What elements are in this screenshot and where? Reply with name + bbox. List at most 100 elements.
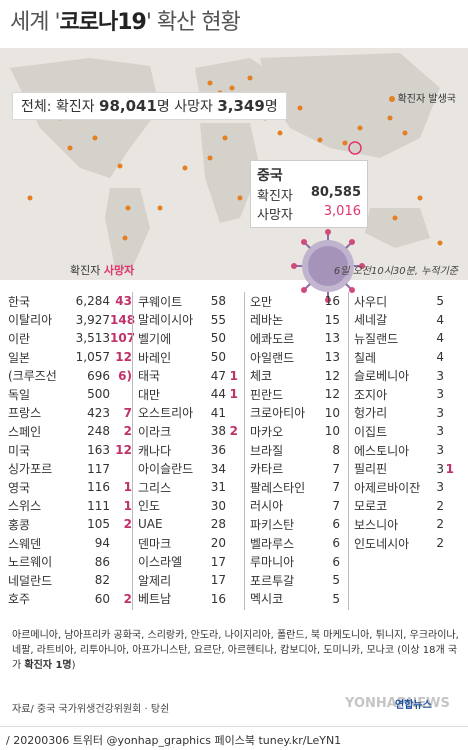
death-count: 12 bbox=[115, 350, 132, 365]
country-name: 아제르바이잔 bbox=[354, 480, 421, 495]
confirmed-count: 2 bbox=[436, 498, 444, 513]
confirmed-count: 50 bbox=[210, 350, 226, 365]
table-row: 레바논 15 bbox=[250, 311, 340, 330]
table-row: 바레인 50 bbox=[138, 348, 238, 367]
table-row: 오스트리아 41 bbox=[138, 404, 238, 423]
table-row: 에콰도르 13 bbox=[250, 329, 340, 348]
confirmed-count: 10 bbox=[324, 424, 340, 439]
confirmed-count: 20 bbox=[210, 536, 226, 551]
confirmed-count: 58 bbox=[210, 294, 226, 309]
table-row: 루마니아 6 bbox=[250, 552, 340, 571]
death-count: 1 bbox=[229, 368, 238, 383]
confirmed-count: 6,284 bbox=[75, 294, 110, 309]
confirmed-count: 8 bbox=[332, 443, 340, 458]
confirmed-count: 15 bbox=[324, 312, 340, 327]
confirmed-count: 7 bbox=[332, 461, 340, 476]
confirmed-count: 5 bbox=[332, 591, 340, 606]
confirmed-count: 34 bbox=[210, 461, 226, 476]
table-row: 쿠웨이트 58 bbox=[138, 292, 238, 311]
country-name: 일본 bbox=[8, 350, 31, 365]
country-name: 스페인 bbox=[8, 424, 42, 439]
country-name: 보스니아 bbox=[354, 517, 399, 532]
country-name: 쿠웨이트 bbox=[138, 294, 183, 309]
virus-icon bbox=[291, 229, 365, 303]
confirmed-count: 38 bbox=[210, 424, 226, 439]
yonhap-logo: 연합뉴스 bbox=[395, 700, 432, 711]
country-name: 미국 bbox=[8, 443, 31, 458]
table-row: 파키스탄 6 bbox=[250, 515, 340, 534]
confirmed-count: 10 bbox=[324, 405, 340, 420]
confirmed-count: 105 bbox=[87, 517, 110, 532]
country-name: 스위스 bbox=[8, 499, 42, 514]
country-name: 칠레 bbox=[354, 350, 377, 365]
country-name: 오만 bbox=[250, 294, 273, 309]
confirmed-count: 13 bbox=[324, 350, 340, 365]
total-deaths: 3,349 bbox=[217, 97, 265, 115]
table-row: 헝가리 3 bbox=[354, 404, 454, 423]
table-row: 러시아 7 bbox=[250, 497, 340, 516]
death-count: 107 bbox=[110, 331, 136, 346]
confirmed-count: 17 bbox=[210, 554, 226, 569]
others-note: 아르메니아, 남아프리카 공화국, 스리랑카, 안도라, 나이지리아, 폴란드,… bbox=[12, 630, 459, 671]
country-name: 캐나다 bbox=[138, 443, 172, 458]
country-name: 네덜란드 bbox=[8, 573, 53, 588]
table-legend: 확진자 사망자 bbox=[70, 264, 135, 277]
confirmed-count: 5 bbox=[436, 294, 444, 309]
country-name: 바레인 bbox=[138, 350, 172, 365]
confirmed-count: 248 bbox=[87, 424, 110, 439]
confirmed-count: 111 bbox=[87, 498, 110, 513]
table-row: UAE 28 bbox=[138, 515, 238, 534]
confirmed-count: 2 bbox=[436, 517, 444, 532]
total-summary: 전체: 확진자 98,041명 사망자 3,349명 bbox=[12, 92, 287, 120]
table-row: 슬로베니아 3 bbox=[354, 366, 454, 385]
country-name: 그리스 bbox=[138, 480, 172, 495]
table-row: 포르투갈 5 bbox=[250, 571, 340, 590]
table-row: 알제리 17 bbox=[138, 571, 238, 590]
confirmed-count: 16 bbox=[324, 294, 340, 309]
confirmed-count: 3 bbox=[436, 461, 444, 476]
table-row: 덴마크 20 bbox=[138, 534, 238, 553]
country-name: 세네갈 bbox=[354, 313, 388, 328]
table-row: 노르웨이 86 bbox=[8, 552, 132, 571]
table-row: 스페인 248 2 bbox=[8, 422, 132, 441]
country-name: 러시아 bbox=[250, 499, 284, 514]
table-row: 이집트 3 bbox=[354, 422, 454, 441]
table-row: 베트남 16 bbox=[138, 590, 238, 609]
confirmed-count: 3,513 bbox=[75, 331, 110, 346]
table-row: 이스라엘 17 bbox=[138, 552, 238, 571]
table-row: 세네갈 4 bbox=[354, 311, 454, 330]
timestamp: 6일 오전10시30분, 누적기준 bbox=[333, 266, 458, 277]
country-name: 베트남 bbox=[138, 592, 172, 607]
column-divider bbox=[132, 292, 133, 610]
table-row: 팔레스타인 7 bbox=[250, 478, 340, 497]
country-name: 스웨덴 bbox=[8, 536, 42, 551]
death-count: 1 bbox=[123, 480, 132, 495]
confirmed-count: 60 bbox=[94, 591, 110, 606]
table-row: 이란 3,513 107 bbox=[8, 329, 136, 348]
table-row: 뉴질랜드 4 bbox=[354, 329, 454, 348]
country-name: 이라크 bbox=[138, 424, 172, 439]
table-row: 태국 47 1 bbox=[138, 366, 238, 385]
confirmed-count: 163 bbox=[87, 443, 110, 458]
header: 세계 '코로나19' 확산 현황 bbox=[0, 0, 468, 48]
death-count: 7 bbox=[123, 405, 132, 420]
country-name: 필리핀 bbox=[354, 462, 388, 477]
confirmed-count: 3 bbox=[436, 443, 444, 458]
china-callout: 중국 확진자 80,585 사망자 3,016 bbox=[250, 160, 368, 228]
table-row: 대만 44 1 bbox=[138, 385, 238, 404]
table-row: 사우디 5 bbox=[354, 292, 454, 311]
table-row: 독일 500 bbox=[8, 385, 132, 404]
country-name: 모로코 bbox=[354, 499, 388, 514]
country-name: 에스토니아 bbox=[354, 443, 410, 458]
confirmed-count: 17 bbox=[210, 573, 226, 588]
table-row: 그리스 31 bbox=[138, 478, 238, 497]
confirmed-count: 31 bbox=[210, 480, 226, 495]
country-name: 이스라엘 bbox=[138, 555, 183, 570]
country-name: 아이슬란드 bbox=[138, 462, 194, 477]
country-name: 크로아티아 bbox=[250, 406, 306, 421]
confirmed-count: 116 bbox=[87, 480, 110, 495]
country-name: 홍콩 bbox=[8, 517, 31, 532]
country-name: 벨라루스 bbox=[250, 536, 295, 551]
map-legend: 확진자 발생국 bbox=[388, 90, 456, 105]
table-row: 체코 12 bbox=[250, 366, 340, 385]
